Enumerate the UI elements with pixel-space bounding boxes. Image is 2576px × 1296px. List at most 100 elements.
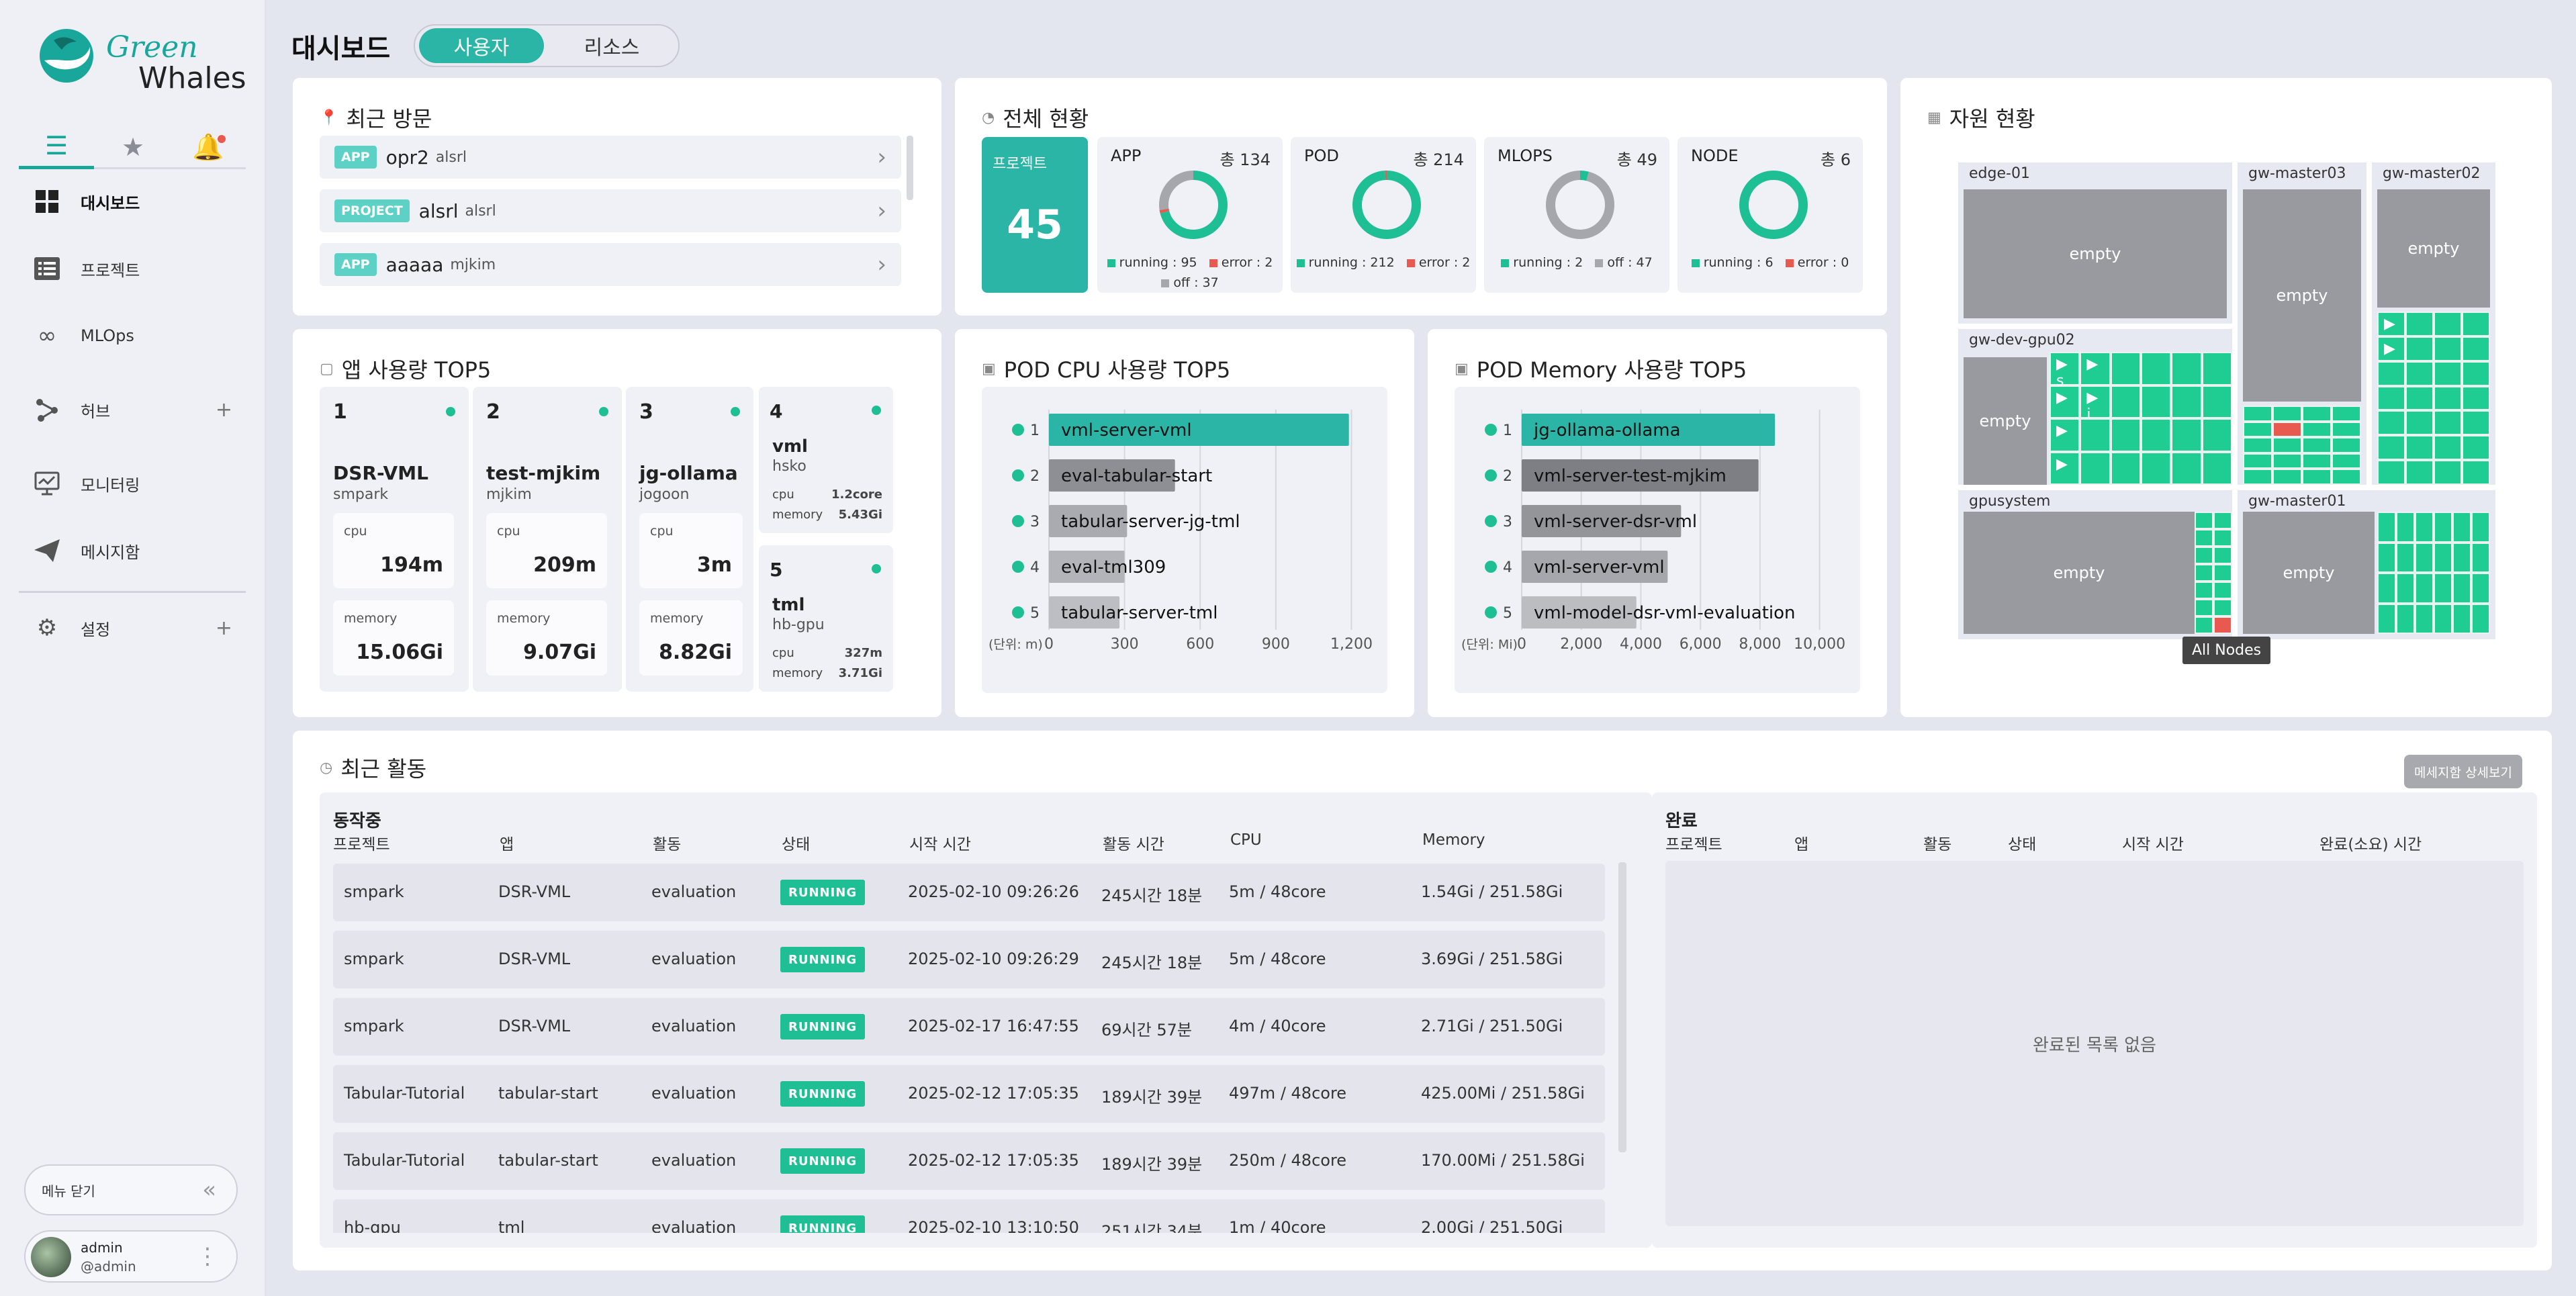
pod-tile[interactable] — [2434, 336, 2462, 361]
recent-visit-item[interactable]: PROJECT alsrl alsrl › — [320, 189, 901, 232]
app-rank-card[interactable]: 3 jg-ollama jogoon cpu 3m memory 8.82Gi — [626, 387, 753, 692]
pod-tile[interactable] — [2434, 312, 2462, 336]
pod-tile[interactable] — [2415, 512, 2434, 543]
pod-tile[interactable] — [2302, 453, 2332, 469]
pod-tile[interactable] — [2405, 435, 2434, 461]
pod-tile[interactable] — [2201, 352, 2232, 385]
pod-tile[interactable] — [2434, 573, 2452, 604]
user-profile[interactable]: admin @admin ⋮ — [24, 1230, 238, 1283]
pod-tile[interactable] — [2141, 385, 2172, 418]
pod-tile[interactable] — [2171, 385, 2202, 418]
app-rank-card[interactable]: 4 vml hsko cpu 1.2core memory 5.43Gi — [759, 387, 893, 533]
pod-tile[interactable] — [2434, 385, 2462, 411]
pod-tile[interactable] — [2110, 385, 2141, 418]
pod-tile[interactable] — [2471, 573, 2490, 604]
bar[interactable] — [1049, 414, 1349, 446]
pod-tile-play[interactable]: ▶ — [2050, 451, 2080, 485]
pod-tile[interactable] — [2243, 437, 2272, 453]
pod-tile[interactable] — [2302, 406, 2332, 422]
table-row[interactable]: smpark DSR-VML evaluation 2025-02-10 09:26:… — [333, 931, 1605, 988]
app-rank-card[interactable]: 5 tml hb-gpu cpu 327m memory 3.71Gi — [759, 545, 893, 692]
recent-visit-item[interactable]: APP aaaaa mjkim › — [320, 243, 901, 286]
pod-tile[interactable] — [2377, 410, 2405, 436]
pod-tile[interactable] — [2195, 599, 2213, 616]
pod-tile[interactable] — [2213, 616, 2232, 634]
pod-tile[interactable] — [2195, 547, 2213, 564]
pod-tile[interactable] — [2272, 421, 2302, 438]
sidebar-item-project[interactable]: 프로젝트 — [32, 248, 247, 289]
pod-tile[interactable] — [2377, 385, 2405, 411]
pod-tile[interactable] — [2471, 603, 2490, 634]
notifications-tab[interactable]: 🔔 — [171, 125, 246, 169]
pod-tile[interactable] — [2462, 410, 2490, 436]
pod-tile[interactable] — [2452, 603, 2471, 634]
bar[interactable] — [1522, 551, 1668, 583]
pod-tile[interactable] — [2213, 512, 2232, 529]
pod-tile[interactable] — [2243, 421, 2272, 438]
pod-tile[interactable] — [2272, 437, 2302, 453]
pod-tile[interactable] — [2110, 451, 2141, 485]
settings-expand-icon[interactable]: + — [215, 616, 232, 640]
pod-tile[interactable] — [2415, 603, 2434, 634]
more-vertical-icon[interactable]: ⋮ — [196, 1243, 219, 1270]
pod-tile[interactable] — [2434, 512, 2452, 543]
pod-tile[interactable] — [2377, 435, 2405, 461]
sidebar-item-monitoring[interactable]: 모니터링 — [32, 463, 247, 504]
pod-tile[interactable] — [2302, 437, 2332, 453]
pod-tile[interactable] — [2434, 603, 2452, 634]
pod-tile[interactable] — [2272, 453, 2302, 469]
pod-tile[interactable] — [2462, 460, 2490, 485]
pod-tile-play[interactable]: ▶ — [2080, 352, 2111, 385]
pod-tile[interactable] — [2434, 542, 2452, 573]
bar[interactable] — [1522, 596, 1637, 629]
pod-tile[interactable] — [2377, 460, 2405, 485]
sidebar-item-mlops[interactable]: ∞ MLOps — [32, 316, 247, 356]
pod-tile[interactable] — [2462, 336, 2490, 361]
project-count-box[interactable]: 프로젝트 45 — [982, 137, 1088, 293]
pod-tile[interactable] — [2302, 469, 2332, 485]
menu-list-tab[interactable]: ☰ — [19, 125, 94, 169]
mlops-stat[interactable]: MLOPS 총 49 running : 2 off : 47 — [1484, 137, 1669, 293]
pod-tile[interactable] — [2332, 406, 2361, 422]
pod-stat[interactable]: POD 총 214 running : 212 error : 2 — [1291, 137, 1476, 293]
sidebar-item-hub[interactable]: 허브 + — [32, 389, 247, 430]
node-treemap[interactable]: edge-01 empty gw-master03 empty gw-master02 e… — [1958, 163, 2495, 639]
pod-tile[interactable] — [2377, 603, 2396, 634]
bar[interactable] — [1522, 414, 1776, 446]
table-row[interactable]: smpark DSR-VML evaluation 2025-02-10 09:26:… — [333, 864, 1605, 921]
pod-tile[interactable] — [2405, 336, 2434, 361]
pod-tile[interactable] — [2377, 512, 2396, 543]
bar[interactable] — [1049, 551, 1125, 583]
menu-close-button[interactable]: 메뉴 닫기 « — [24, 1164, 238, 1215]
pod-tile[interactable] — [2243, 453, 2272, 469]
pod-tile[interactable] — [2452, 542, 2471, 573]
pod-tile-play[interactable]: ▶ — [2050, 418, 2080, 452]
pod-tile[interactable] — [2377, 542, 2396, 573]
table-row[interactable]: hb-gpu tml evaluation 2025-02-10 13:10:50 25… — [333, 1199, 1605, 1233]
table-row[interactable]: Tabular-Tutorial tabular-start evaluation 2… — [333, 1132, 1605, 1190]
pod-tile[interactable] — [2110, 418, 2141, 452]
pod-tile[interactable] — [2171, 418, 2202, 452]
pod-tile[interactable] — [2213, 529, 2232, 547]
pod-tile[interactable] — [2396, 603, 2415, 634]
favorites-tab[interactable]: ★ — [95, 125, 171, 169]
toggle-resource[interactable]: 리소스 — [584, 36, 640, 60]
pod-tile[interactable] — [2471, 512, 2490, 543]
app-rank-card[interactable]: 1 DSR-VML smpark cpu 194m memory 15.06Gi — [320, 387, 469, 692]
recent-visit-scrollbar[interactable] — [907, 136, 913, 200]
node-stat[interactable]: NODE 총 6 running : 6 error : 0 — [1677, 137, 1863, 293]
bar[interactable] — [1522, 459, 1759, 492]
pod-tile[interactable] — [2462, 435, 2490, 461]
pod-tile[interactable] — [2141, 418, 2172, 452]
pod-tile[interactable] — [2080, 451, 2111, 485]
pod-tile[interactable] — [2434, 361, 2462, 386]
pod-tile[interactable] — [2405, 460, 2434, 485]
pod-tile[interactable] — [2434, 460, 2462, 485]
pod-tile[interactable] — [2415, 573, 2434, 604]
pod-tile[interactable] — [2080, 418, 2111, 452]
pod-tile-play[interactable]: ▶ — [2377, 312, 2405, 336]
sidebar-item-messages[interactable]: 메시지함 — [32, 530, 247, 571]
pod-tile[interactable] — [2405, 410, 2434, 436]
pod-tile[interactable] — [2462, 312, 2490, 336]
pod-tile[interactable] — [2195, 564, 2213, 582]
